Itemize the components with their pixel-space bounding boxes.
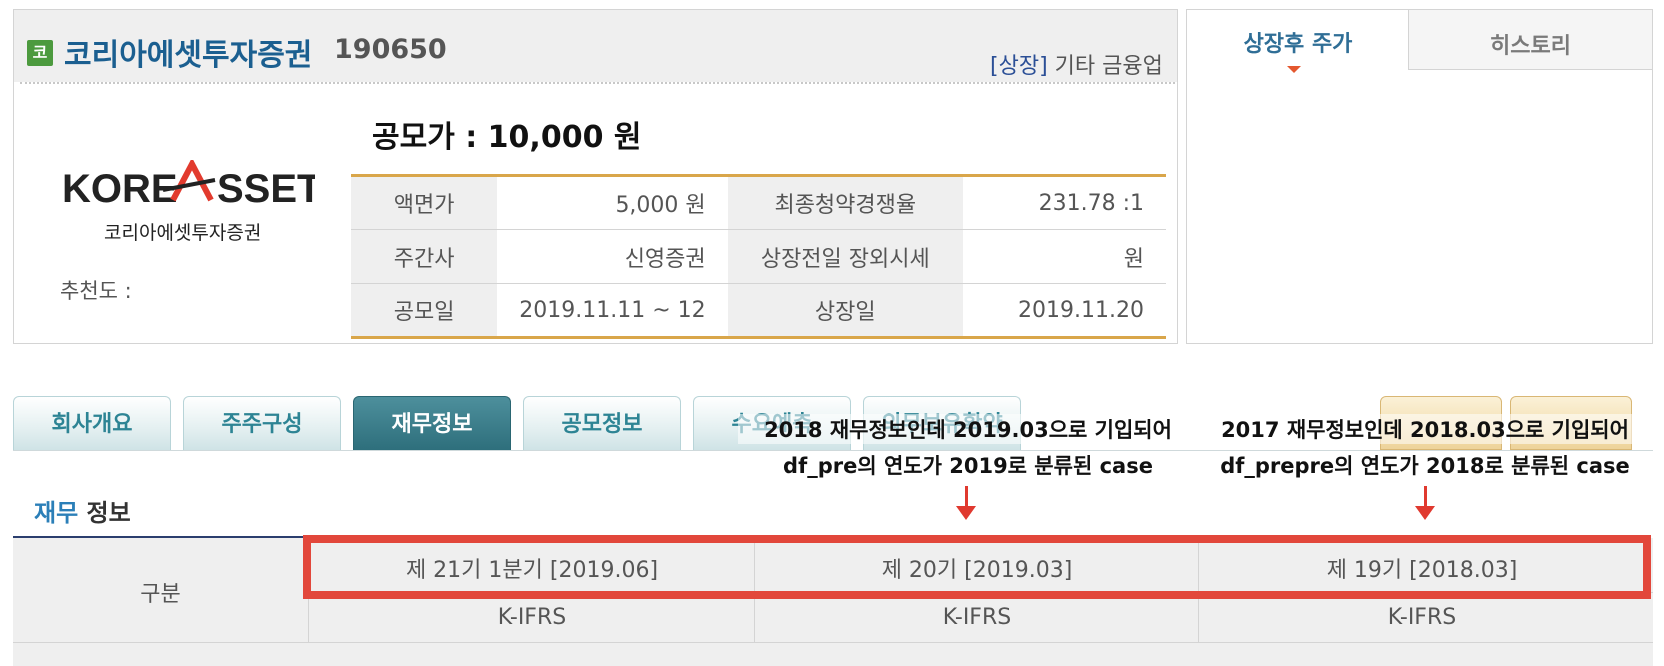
info-value: 원 [962, 229, 1166, 284]
info-value: 2019.11.20 [1018, 297, 1144, 323]
sector-name: 기타 금융업 [1054, 54, 1163, 79]
tab-financials[interactable]: 재무정보 [353, 396, 511, 450]
ipo-info-table: 액면가 5,000 원 최종청약경쟁율 231.78 :1 주간사 신영증권 상… [351, 174, 1166, 339]
listing-tag: [상장] [990, 54, 1048, 79]
period-header-1: 제 21기 1분기 [2019.06] [405, 558, 659, 583]
tab-company-overview[interactable]: 회사개요 [13, 396, 171, 450]
annotation-right-line1: 2017 재무정보인데 2018.03으로 기입되어 [1195, 414, 1655, 444]
table-row: 액면가 5,000 원 최종청약경쟁율 231.78 :1 [351, 175, 1166, 230]
title-rest: 정보 [78, 499, 131, 527]
annotation-left-line2: df_pre의 연도가 2019로 분류된 case [783, 454, 1153, 478]
period-header-3: 제 19기 [2018.03] [1326, 558, 1518, 583]
annotation-right-arrow-icon [1415, 506, 1435, 520]
annotation-left-line1: 2018 재무정보인데 2019.03으로 기입되어 [738, 414, 1198, 444]
header-divider [20, 82, 1175, 84]
company-code: 190650 [334, 34, 447, 65]
annotation-right-line2: df_prepre의 연도가 2018로 분류된 case [1220, 454, 1630, 478]
info-value: 5,000 원 [497, 175, 728, 230]
info-key: 주간사 [351, 229, 498, 284]
sector-label: [상장] 기타 금융업 [990, 48, 1163, 80]
tab-baseline [13, 450, 1653, 451]
company-logo: KORE SSET [62, 160, 315, 211]
financial-table [13, 538, 1653, 666]
logo-subtitle: 코리아에셋투자증권 [104, 222, 262, 244]
tab-history[interactable] [1409, 10, 1652, 70]
column-divider [754, 538, 755, 642]
period-header-2: 제 20기 [2019.03] [881, 558, 1073, 583]
company-name[interactable]: 코리아에셋투자증권 [64, 38, 313, 73]
logo-text-kore: KORE [62, 167, 178, 211]
info-value: 2019.11.11 ~ 12 [519, 297, 706, 323]
accounting-standard-3: K-IFRS [1387, 605, 1457, 630]
annotation-left-arrow-icon [956, 506, 976, 520]
table-row: 주간사 신영증권 상장전일 장외시세 원 [351, 229, 1166, 284]
tab-history-label: 히스토리 [1490, 34, 1571, 59]
side-panel [1186, 9, 1653, 344]
company-header [14, 10, 1177, 82]
logo-swoosh [162, 178, 216, 192]
tab-post-listing-price-label: 상장후 주가 [1243, 32, 1353, 57]
highlight-box [303, 535, 1651, 599]
company-panel [13, 9, 1178, 344]
info-value: 신영증권 [497, 229, 728, 284]
korean-badge-icon: 코 [27, 40, 53, 66]
info-key: 공모일 [351, 283, 498, 338]
offer-price: 공모가 : 10,000 원 [372, 120, 642, 155]
tab-offering[interactable]: 공모정보 [523, 396, 681, 450]
table-divider [13, 642, 1653, 643]
annotation-left-arrow-shaft [965, 486, 968, 506]
recommend-label: 추천도 : [60, 279, 132, 303]
logo-text-sset: SSET [217, 167, 315, 211]
financial-section-title: 재무 정보 [34, 493, 131, 528]
info-value: 231.78 :1 [962, 175, 1166, 230]
table-row: 공모일 2019.11.11 ~ 12 상장일 2019.11.20 [351, 283, 1166, 338]
info-key: 최종청약경쟁율 [727, 175, 963, 230]
info-key: 상장전일 장외시세 [727, 229, 963, 284]
tab-shareholders[interactable]: 주주구성 [183, 396, 341, 450]
column-divider [1198, 538, 1199, 642]
accounting-standard-1: K-IFRS [497, 605, 567, 630]
title-highlight: 재무 [34, 499, 79, 527]
info-key: 액면가 [351, 175, 498, 230]
title-underline [13, 536, 308, 539]
row-label-gubun: 구분 [140, 582, 181, 607]
accounting-standard-2: K-IFRS [942, 605, 1012, 630]
annotation-right-arrow-shaft [1424, 486, 1427, 506]
tab-post-listing-price[interactable] [1187, 10, 1409, 70]
active-tab-caret-icon [1287, 66, 1301, 73]
info-key: 상장일 [727, 283, 963, 338]
